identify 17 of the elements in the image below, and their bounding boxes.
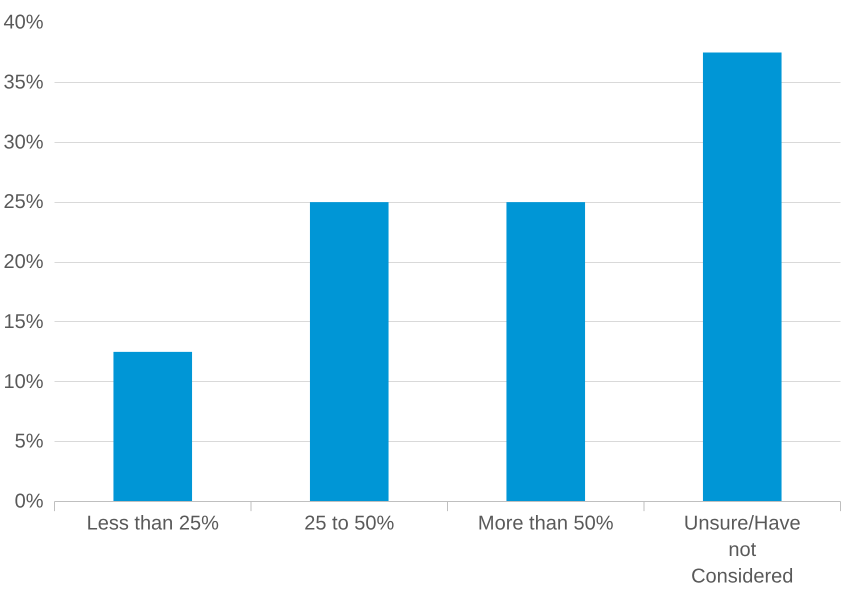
y-tick-label: 15% (3, 310, 44, 333)
x-tick-label: Less than 25% (86, 512, 220, 534)
y-tick-label: 35% (3, 71, 44, 94)
x-tick-label: 25 to 50% (304, 512, 394, 534)
y-tick-label: 30% (3, 131, 44, 154)
bar (506, 202, 586, 502)
y-tick-label: 40% (3, 12, 44, 34)
y-tick-label: 0% (14, 490, 44, 512)
y-tick-label: 25% (3, 191, 44, 214)
x-tick-label: More than 50% (478, 512, 614, 534)
y-tick-label: 20% (3, 251, 44, 273)
x-tick-label: Unsure/Have not Considered (684, 512, 801, 588)
y-tick-label: 5% (14, 430, 44, 453)
bar (113, 352, 192, 502)
bar (310, 202, 389, 502)
bar (702, 52, 782, 502)
y-tick-label: 10% (3, 370, 44, 393)
